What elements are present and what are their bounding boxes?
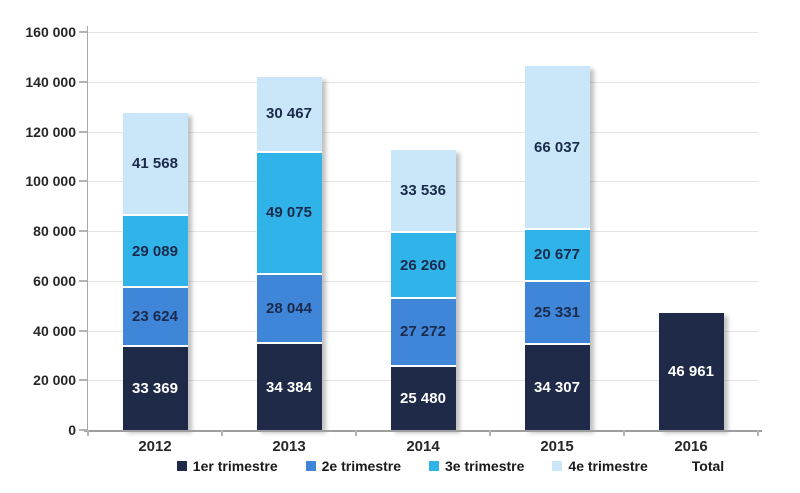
legend-swatch-3e-trimestre (429, 461, 440, 471)
legend-item-1er-trimestre: 1er trimestre (176, 458, 278, 474)
bar-segment-total-2016: 46 961 (658, 313, 724, 430)
bar-segment-2e-trimestre-2015: 25 331 (524, 281, 590, 345)
bar-segment-4e-trimestre-2013: 30 467 (256, 76, 322, 153)
legend-label: 4e trimestre (568, 458, 648, 474)
bar-segment-3e-trimestre-2013: 49 075 (256, 152, 322, 275)
bar-2014: 25 480 27 272 26 260 33 536 (390, 150, 456, 430)
data-label: 25 331 (534, 303, 580, 321)
y-tick-label: 20 000 (33, 372, 76, 389)
y-tick-mark (79, 130, 87, 133)
y-tick-mark (79, 230, 87, 232)
bar-segment-3e-trimestre-2015: 20 677 (524, 230, 590, 282)
gridline (88, 32, 758, 33)
data-label: 28 044 (266, 300, 312, 318)
x-tick-mark (623, 430, 625, 436)
legend-label: Total (691, 458, 725, 474)
x-tick-mark (355, 430, 357, 436)
data-label: 23 624 (132, 308, 178, 326)
data-label: 29 089 (132, 242, 178, 260)
legend-item-3e-trimestre: 3e trimestre (429, 458, 524, 474)
bar-segment-1er-trimestre-2014: 25 480 (390, 366, 456, 430)
bar-2012: 33 369 23 624 29 089 41 568 (122, 112, 188, 430)
legend-item-4e-trimestre: 4e trimestre (552, 458, 648, 474)
bar-segment-4e-trimestre-2012: 41 568 (122, 112, 188, 216)
legend-item-total: Total (676, 458, 724, 474)
gridline (88, 131, 758, 133)
data-label: 34 307 (534, 378, 580, 396)
x-tick-label-2015: 2015 (540, 438, 574, 455)
data-label: 30 467 (266, 105, 312, 123)
y-tick-mark (79, 429, 87, 431)
bar-segment-1er-trimestre-2012: 33 369 (122, 347, 188, 430)
data-label: 20 677 (534, 246, 580, 264)
y-tick-label: 60 000 (33, 272, 76, 289)
legend-swatch-4e-trimestre (552, 461, 563, 471)
legend-swatch-total (676, 461, 686, 471)
y-tick-label: 0 (68, 422, 76, 438)
bar-segment-1er-trimestre-2015: 34 307 (524, 344, 590, 430)
bar-segment-4e-trimestre-2015: 66 037 (524, 65, 590, 231)
data-label: 33 536 (400, 182, 446, 200)
y-tick-label: 140 000 (25, 73, 76, 90)
bar-segment-4e-trimestre-2014: 33 536 (390, 150, 456, 234)
x-tick-mark (489, 430, 491, 436)
y-tick-mark (79, 279, 87, 282)
data-label: 33 369 (132, 380, 178, 397)
gridline (88, 81, 758, 83)
bar-segment-2e-trimestre-2014: 27 272 (390, 298, 456, 367)
data-label: 27 272 (400, 323, 446, 341)
x-tick-label-2013: 2013 (272, 438, 306, 455)
x-axis-labels: 2012 2013 2014 2015 2016 (88, 438, 758, 456)
legend-item-2e-trimestre: 2e trimestre (305, 458, 402, 474)
y-tick-mark (79, 329, 87, 332)
data-label: 25 480 (400, 389, 446, 407)
bar-segment-2e-trimestre-2013: 28 044 (256, 274, 322, 345)
bar-2016: 46 961 (658, 313, 724, 430)
plot-area: 33 369 23 624 29 089 41 568 34 384 28 044 49 0… (88, 32, 758, 430)
x-tick-label-2016: 2016 (674, 438, 708, 455)
x-tick-mark (87, 430, 89, 436)
data-label: 66 037 (534, 138, 580, 156)
y-tick-label: 100 000 (25, 173, 76, 190)
bar-segment-1er-trimestre-2013: 34 384 (256, 344, 322, 430)
legend-label: 1er trimestre (192, 458, 278, 474)
y-tick-mark (79, 31, 87, 33)
y-axis-labels: 0 20 000 40 000 60 000 80 000 100 000 120 000 1… (0, 24, 76, 438)
bar-2015: 34 307 25 331 20 677 66 037 (524, 65, 590, 430)
bar-segment-2e-trimestre-2012: 23 624 (122, 288, 188, 347)
data-label: 49 075 (266, 204, 312, 222)
y-tick-label: 160 000 (25, 24, 76, 40)
y-tick-mark (79, 379, 87, 382)
y-tick-label: 40 000 (33, 322, 76, 339)
data-label: 41 568 (132, 154, 178, 172)
chart-legend: 1er trimestre 2e trimestre 3e trimestre 4e … (88, 458, 758, 474)
y-tick-label: 120 000 (25, 123, 76, 140)
legend-label: 3e trimestre (445, 458, 525, 474)
y-tick-mark (79, 80, 87, 83)
y-tick-mark (79, 180, 87, 183)
legend-swatch-1er-trimestre (176, 461, 187, 471)
x-tick-label-2012: 2012 (138, 438, 172, 455)
legend-swatch-2e-trimestre (305, 461, 316, 471)
bar-2013: 34 384 28 044 49 075 30 467 (256, 76, 322, 430)
x-tick-mark (221, 430, 223, 436)
bar-segment-3e-trimestre-2014: 26 260 (390, 233, 456, 299)
bar-segment-3e-trimestre-2012: 29 089 (122, 215, 188, 289)
data-label: 34 384 (266, 378, 312, 396)
y-tick-label: 80 000 (33, 223, 76, 239)
data-label: 26 260 (400, 256, 446, 274)
x-tick-label-2014: 2014 (406, 438, 440, 455)
x-axis-line (84, 430, 762, 432)
legend-label: 2e trimestre (321, 458, 402, 474)
x-tick-mark (757, 430, 759, 436)
y-axis-line (87, 26, 88, 431)
data-label: 46 961 (668, 363, 714, 381)
